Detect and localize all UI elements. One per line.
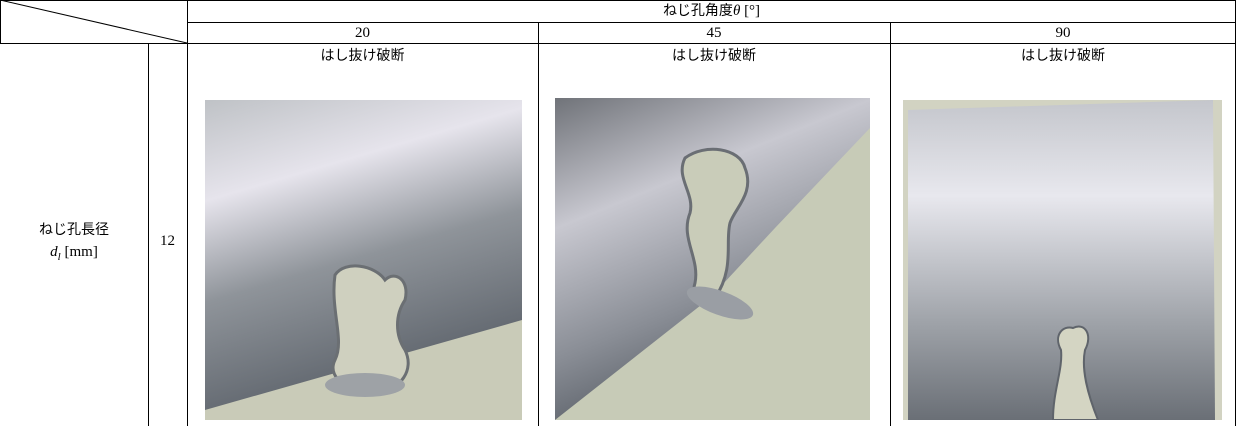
cell-caption: はし抜け破断 bbox=[320, 48, 405, 64]
cell-caption: はし抜け破断 bbox=[672, 48, 756, 64]
photo bbox=[903, 100, 1222, 420]
column-header: 20 bbox=[355, 25, 370, 41]
title-text: ねじ孔角度 bbox=[662, 3, 733, 19]
photo bbox=[205, 100, 522, 420]
unit: [mm] bbox=[64, 244, 98, 260]
cell-caption: はし抜け破断 bbox=[1021, 48, 1105, 64]
border bbox=[187, 0, 188, 426]
border bbox=[890, 22, 891, 426]
column-header: 90 bbox=[1055, 25, 1071, 41]
diagonal bbox=[0, 0, 188, 44]
row-label-text: ねじ孔長径 bbox=[39, 222, 109, 238]
border bbox=[0, 0, 1, 43]
border bbox=[538, 22, 539, 426]
header-title: ねじ孔角度θ [°] bbox=[187, 1, 1236, 21]
border bbox=[148, 43, 149, 426]
row-value: 12 bbox=[160, 233, 175, 249]
border bbox=[0, 0, 1236, 1]
photo bbox=[555, 98, 870, 420]
title-symbol: θ bbox=[732, 3, 741, 19]
title-unit: [°] bbox=[744, 3, 761, 19]
row-symbol: dl [mm] bbox=[0, 242, 148, 267]
border bbox=[187, 22, 1236, 23]
border bbox=[0, 43, 1236, 44]
row-label: ねじ孔長径 bbox=[0, 220, 148, 240]
column-header: 45 bbox=[706, 25, 722, 41]
symbol: d bbox=[50, 244, 58, 260]
subscript: l bbox=[57, 251, 61, 263]
